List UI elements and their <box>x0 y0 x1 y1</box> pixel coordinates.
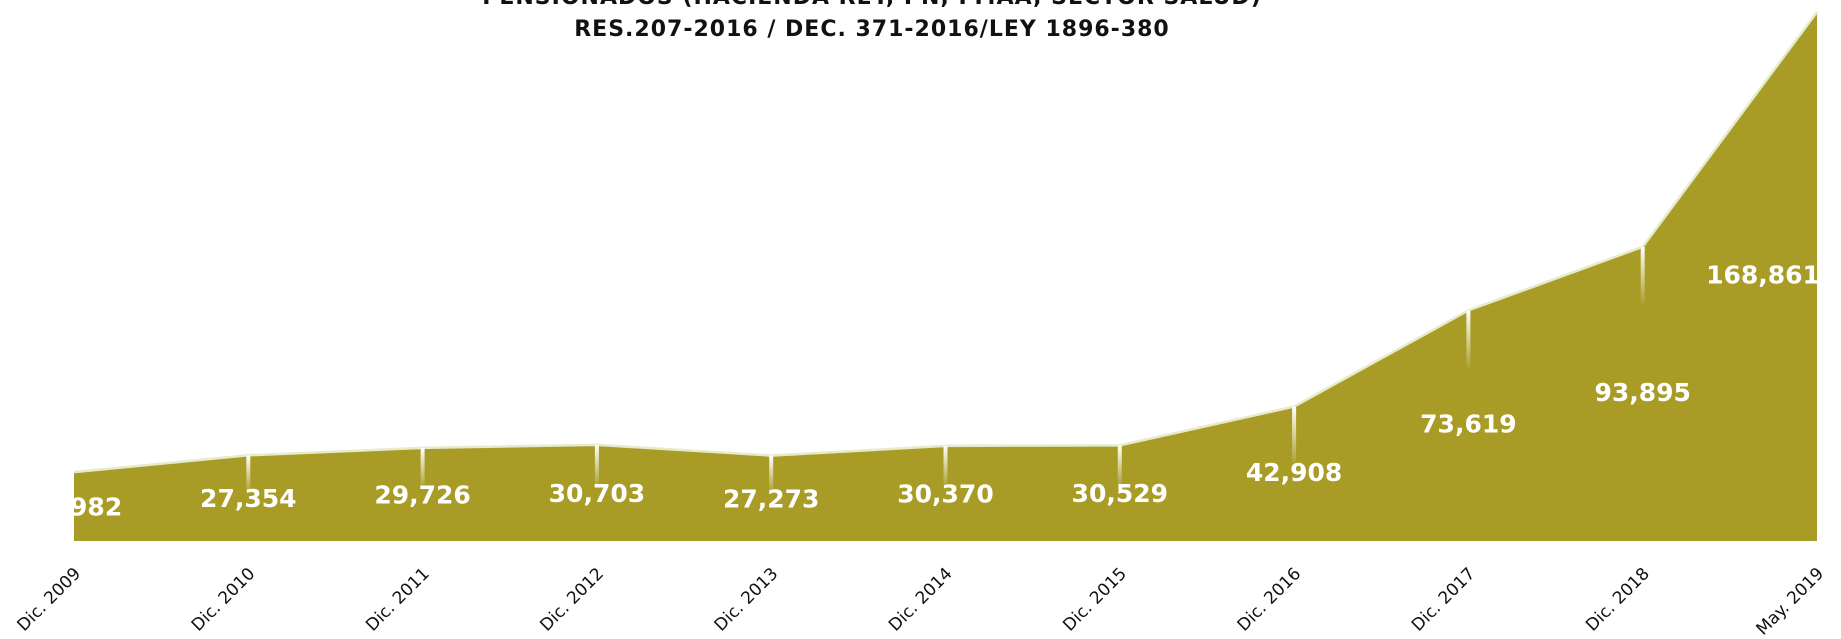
x-tick-label: Dic. 2014 <box>885 564 957 636</box>
x-tick-label: Dic. 2017 <box>1408 564 1480 636</box>
value-label: 73,619 <box>1420 410 1516 439</box>
value-label: 27,354 <box>200 484 296 513</box>
drop-line <box>943 445 948 489</box>
drop-line <box>1117 445 1122 489</box>
plot-area: 21,982 27,354 29,726 30,703 27,273 30,370 30,5… <box>26 11 1820 541</box>
x-tick-label: Dic. 2015 <box>1059 564 1131 636</box>
x-tick-label: Dic. 2016 <box>1234 564 1306 636</box>
drop-line <box>769 455 774 495</box>
drop-line <box>594 444 599 489</box>
drop-line <box>420 447 425 490</box>
x-tick-label: Dic. 2009 <box>13 564 85 636</box>
x-tick-label: Dic. 2013 <box>711 564 783 636</box>
value-label: 42,908 <box>1246 458 1342 487</box>
drop-line <box>1466 310 1471 371</box>
value-label: 30,370 <box>897 479 993 508</box>
value-label: 168,861 <box>1706 261 1820 290</box>
x-tick-label: Dic. 2010 <box>188 564 260 636</box>
x-tick-label: May. 2019 <box>1753 564 1829 639</box>
chart-title: PENSIONADOS (HACIENDA REY, PN, FF.AA, SE… <box>482 0 1262 10</box>
value-label: 29,726 <box>374 480 470 509</box>
x-tick-label: Dic. 2012 <box>536 564 608 636</box>
chart-subtitle: RES.207-2016 / DEC. 371-2016/LEY 1896-38… <box>574 17 1170 42</box>
value-label: 27,273 <box>723 484 819 513</box>
area <box>74 12 1817 541</box>
value-label: 30,703 <box>549 479 645 508</box>
drop-line <box>1292 406 1297 467</box>
x-tick-label: Dic. 2011 <box>362 564 434 636</box>
value-label: 93,895 <box>1594 378 1690 407</box>
drop-line <box>1640 246 1645 307</box>
value-label: 21,982 <box>26 493 122 522</box>
drop-line <box>246 455 251 494</box>
area-outline <box>74 11 1819 474</box>
x-tick-label: Dic. 2018 <box>1582 564 1654 636</box>
value-label: 30,529 <box>1072 479 1168 508</box>
